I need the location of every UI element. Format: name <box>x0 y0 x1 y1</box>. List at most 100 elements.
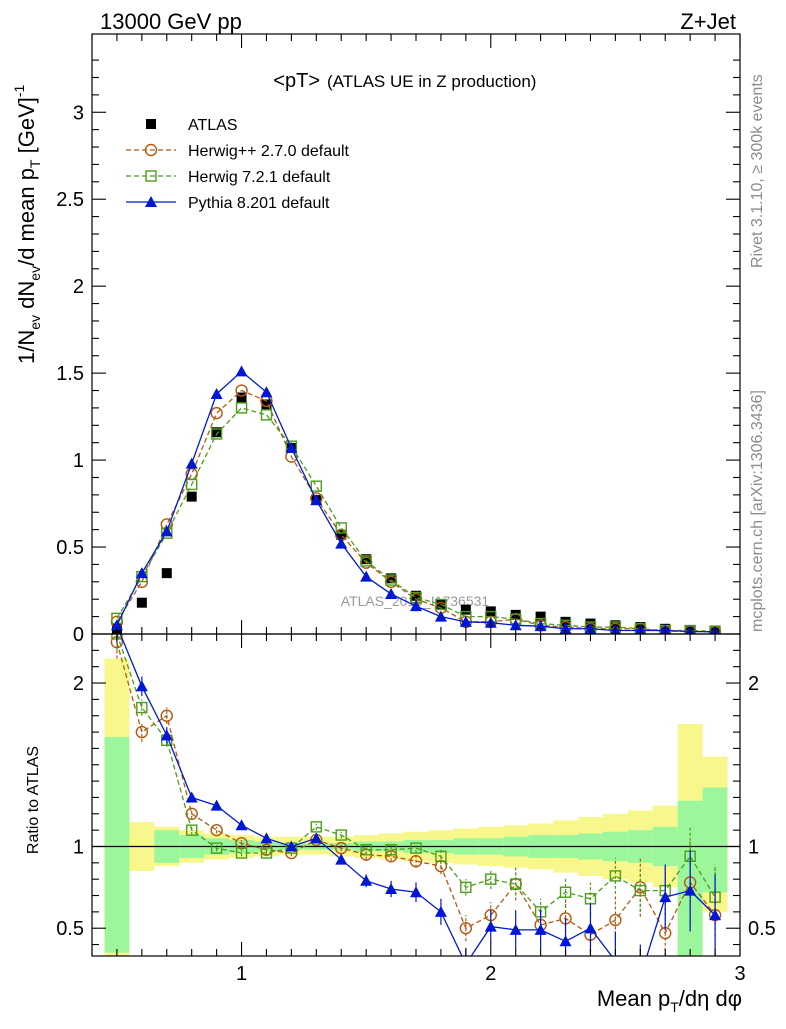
ratio-point-pythia <box>385 882 398 894</box>
legend-marker-pythia <box>145 196 157 207</box>
ratio-point-herwig7 <box>210 842 223 854</box>
header-right-label: Z+Jet <box>680 9 736 34</box>
main-point-herwig7 <box>335 522 347 534</box>
ratio-y-tick-label-left: 0.5 <box>56 918 84 940</box>
main-point-pythia <box>210 388 223 399</box>
ratio-uncertainty-bands <box>104 658 728 956</box>
ratio-point-pythia <box>135 680 148 692</box>
ratio-point-herwigpp <box>384 850 398 863</box>
analysis-watermark: ATLAS_2019_I1736531 <box>341 593 490 609</box>
main-point-atlas <box>411 590 421 601</box>
main-point-pythia <box>185 457 198 469</box>
main-point-herwig7 <box>310 480 323 492</box>
main-point-atlas <box>361 554 372 565</box>
ratio-point-herwig7 <box>485 873 497 885</box>
legend-label-atlas: ATLAS <box>188 117 238 134</box>
main-point-atlas <box>336 529 347 540</box>
ratio-point-herwig7 <box>385 844 397 856</box>
main-point-pythia <box>335 537 348 549</box>
main-point-atlas <box>460 604 471 615</box>
main-point-herwig7 <box>260 409 273 421</box>
ratio-point-herwig7 <box>335 829 347 841</box>
ratio-point-pythia <box>509 923 522 935</box>
main-y-tick-label: 3 <box>73 102 84 124</box>
main-point-pythia <box>235 365 248 377</box>
ratio-point-herwig7 <box>185 824 198 836</box>
ratio-panel-frame <box>91 633 741 957</box>
main-y-tick-label: 2.5 <box>56 189 84 211</box>
main-point-atlas <box>386 573 397 584</box>
legend-label-herwigpp: Herwig++ 2.7.0 default <box>188 143 350 160</box>
ratio-point-herwigpp <box>459 922 473 935</box>
ratio-y-axis-label: Ratio to ATLAS <box>25 746 42 854</box>
main-subtitle: (ATLAS UE in Z production) <box>327 72 536 91</box>
ratio-point-pythia <box>235 819 248 831</box>
main-point-pythia <box>360 570 373 582</box>
main-plot-marks <box>110 365 722 634</box>
ratio-point-pythia <box>709 909 722 921</box>
ratio-point-herwig7 <box>609 870 622 882</box>
ratio-point-herwig7 <box>634 884 647 897</box>
ratio-point-herwigpp <box>210 823 223 837</box>
main-y-axis-label: 1/Nev dNev/d mean pT [GeV]-1 <box>11 84 43 364</box>
ratio-point-pythia <box>534 923 547 935</box>
main-point-herwig7 <box>235 402 248 414</box>
main-point-pythia <box>110 619 123 631</box>
legend-label-pythia: Pythia 8.201 default <box>188 195 330 212</box>
ratio-point-herwig7 <box>260 847 273 859</box>
ratio-point-pythia <box>285 840 298 852</box>
ratio-y-tick-label-left: 2 <box>73 673 84 695</box>
main-point-atlas <box>535 611 546 622</box>
ratio-line-herwigpp <box>116 641 716 936</box>
ratio-point-pythia <box>410 886 422 898</box>
ratio-point-herwig7 <box>310 821 323 833</box>
main-y-tick-label: 1.5 <box>56 363 84 385</box>
ratio-point-herwig7 <box>136 701 148 714</box>
main-y-tick-label: 1 <box>73 450 84 472</box>
x-tick-label: 1 <box>236 963 247 985</box>
main-point-pythia <box>160 525 173 537</box>
legend: ATLAS Herwig++ 2.7.0 default Herwig 7.2.1 … <box>126 117 350 212</box>
ratio-point-pythia <box>584 922 597 934</box>
ratio-point-pythia <box>185 791 198 803</box>
ratio-y-tick-label-right: 2 <box>748 673 759 695</box>
ratio-point-herwig7 <box>509 878 522 890</box>
ratio-point-pythia <box>559 935 572 947</box>
ratio-point-herwigpp <box>160 709 173 722</box>
main-point-herwig7 <box>210 428 223 440</box>
main-point-pythia <box>459 615 472 627</box>
rivet-version-label: Rivet 3.1.10, ≥ 300k events <box>749 74 766 268</box>
legend-marker-atlas <box>146 119 156 129</box>
main-point-pythia <box>410 600 422 612</box>
main-point-herwig7 <box>360 555 372 567</box>
main-point-atlas <box>136 597 147 608</box>
main-point-herwig7 <box>185 478 198 491</box>
ratio-point-herwig7 <box>410 842 422 854</box>
x-tick-label: 2 <box>485 963 496 985</box>
ratio-point-herwigpp <box>409 854 423 868</box>
ratio-point-herwigpp <box>185 807 198 820</box>
main-point-atlas <box>236 392 247 403</box>
main-y-tick-label: 0.5 <box>56 537 84 559</box>
ratio-y-tick-label-left: 1 <box>73 836 84 858</box>
ratio-point-pythia <box>460 958 472 969</box>
main-point-atlas <box>186 491 197 502</box>
ratio-point-pythia <box>659 891 672 903</box>
header-left-label: 13000 GeV pp <box>100 9 242 34</box>
main-point-pythia <box>135 567 148 579</box>
ratio-point-pythia <box>310 832 323 844</box>
legend-marker-herwigpp <box>144 143 158 157</box>
ratio-point-herwig7 <box>235 847 248 859</box>
ratio-point-herwig7 <box>559 886 572 898</box>
main-point-pythia <box>509 619 522 631</box>
x-axis-label: Mean pT/dη dφ <box>597 986 742 1015</box>
ratio-point-pythia <box>360 874 373 886</box>
mcplots-label: mcplots.cern.ch [arXiv:1306.3436] <box>749 390 766 632</box>
ratio-y-tick-label-right: 0.5 <box>748 918 776 940</box>
main-point-herwigpp <box>210 406 223 420</box>
ratio-point-pythia <box>210 799 223 811</box>
main-title: <pT> <box>273 70 320 92</box>
ratio-point-pythia <box>484 920 497 932</box>
ratio-point-herwigpp <box>135 725 149 739</box>
main-point-atlas <box>161 568 172 579</box>
